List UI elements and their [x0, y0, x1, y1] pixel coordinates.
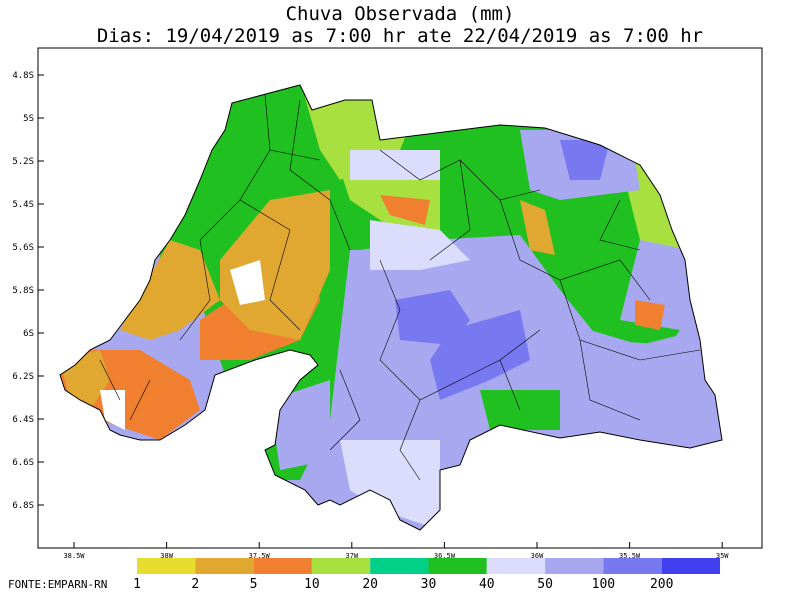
legend: 1 2 5 10 20 30 40 50 100 200: [133, 558, 720, 592]
map-title: Chuva Observada (mm): [286, 3, 515, 25]
region: [560, 140, 610, 180]
region: [635, 300, 665, 330]
lon-label: 38.5W: [63, 552, 85, 560]
lat-label: 5.2S: [12, 157, 34, 167]
axes: 4.8S 5S 5.2S 5.4S 5.6S 5.8S 6S 6.2S 6.4S 6.6S 6.8S…: [12, 71, 729, 560]
lat-label: 5.4S: [12, 200, 34, 210]
county-borders: [99, 94, 701, 481]
lon-label: 35W: [716, 552, 729, 560]
lat-label: 6.8S: [12, 501, 34, 511]
legend-label: 200: [650, 577, 673, 592]
legend-label: 2: [191, 577, 199, 592]
lat-label: 6.6S: [12, 458, 34, 468]
legend-swatch: [661, 558, 720, 574]
region: [370, 220, 470, 270]
lat-label: 4.8S: [12, 71, 34, 81]
region: [120, 240, 220, 340]
legend-swatch: [195, 558, 254, 574]
region: [350, 150, 440, 180]
region: [520, 200, 555, 255]
legend-label: 30: [421, 577, 437, 592]
lon-label: 36W: [531, 552, 544, 560]
lat-label: 6.2S: [12, 372, 34, 382]
source-note: FONTE:EMPARN-RN: [8, 578, 107, 591]
legend-swatch: [603, 558, 662, 574]
legend-swatch: [253, 558, 312, 574]
lon-label: 36.5W: [434, 552, 456, 560]
legend-swatch: [428, 558, 487, 574]
legend-label: 50: [537, 577, 553, 592]
legend-swatch: [137, 558, 196, 574]
legend-swatch: [545, 558, 604, 574]
map-subtitle: Dias: 19/04/2019 as 7:00 hr ate 22/04/20…: [97, 25, 703, 47]
legend-swatch: [370, 558, 429, 574]
lat-label: 5.6S: [12, 243, 34, 253]
region: [100, 390, 125, 430]
legend-swatch: [311, 558, 371, 574]
region: [380, 195, 430, 225]
lon-label: 37.5W: [249, 552, 271, 560]
lon-label: 35.5W: [619, 552, 641, 560]
lat-label: 6.4S: [12, 415, 34, 425]
legend-label: 1: [133, 577, 141, 592]
state-border: [59, 84, 723, 531]
legend-label: 10: [304, 577, 320, 592]
region: [430, 310, 530, 400]
lat-label: 5.8S: [12, 286, 34, 296]
legend-label: 5: [250, 577, 258, 592]
region: [230, 260, 265, 305]
legend-label: 20: [362, 577, 378, 592]
lon-label: 38W: [160, 552, 173, 560]
lon-label: 37W: [345, 552, 358, 560]
legend-label: 40: [479, 577, 495, 592]
lat-label: 5S: [23, 114, 34, 124]
lat-label: 6S: [23, 329, 34, 339]
legend-label: 100: [592, 577, 615, 592]
legend-swatch: [486, 558, 546, 574]
region: [340, 440, 440, 530]
